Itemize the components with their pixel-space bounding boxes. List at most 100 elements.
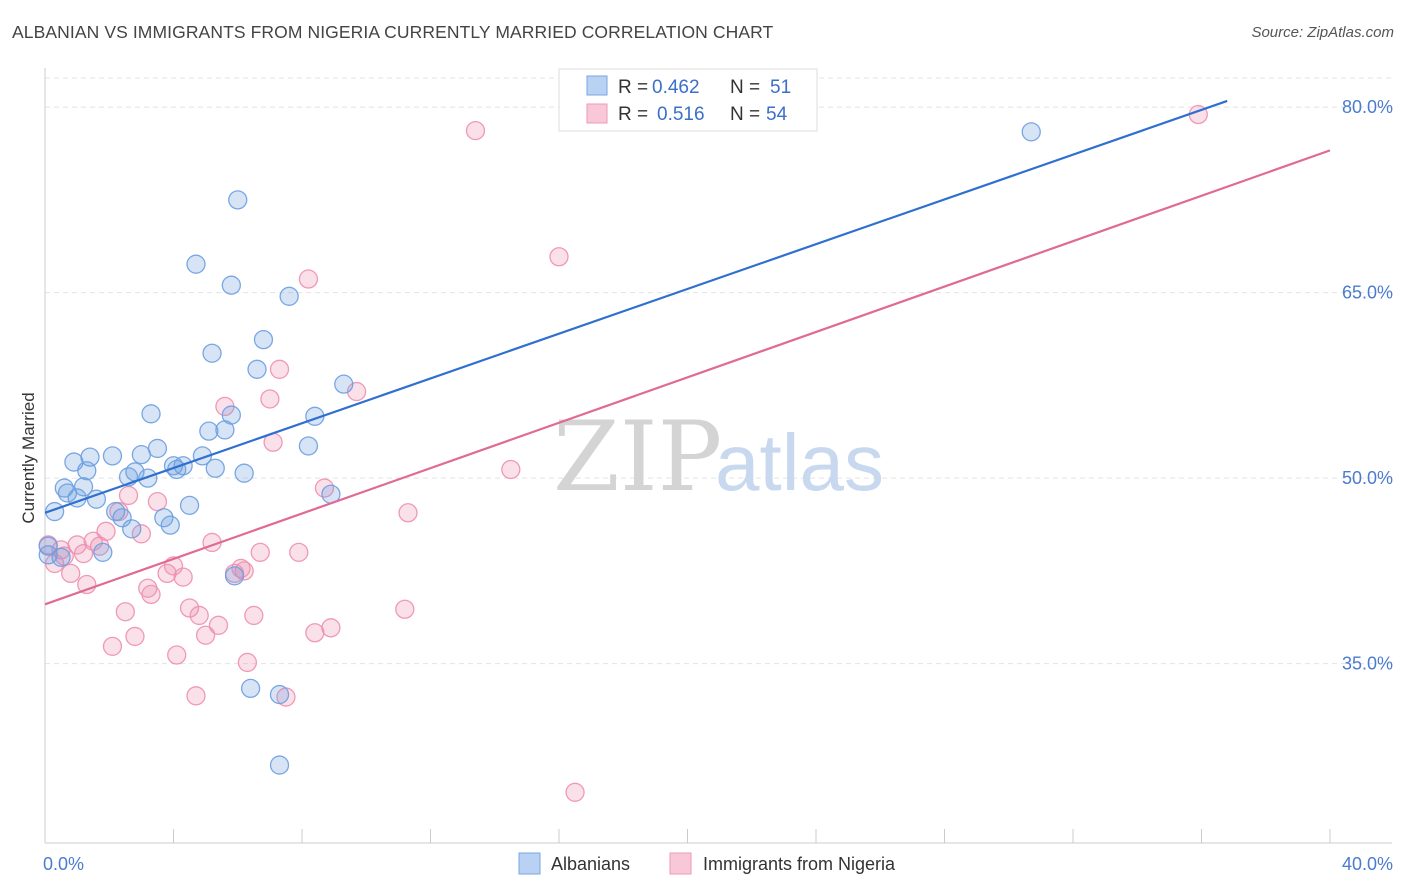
albanian-point-32 (205, 458, 225, 478)
albanian-point-36 (224, 566, 245, 586)
nigeria-point-36 (250, 542, 270, 563)
albanian-point-41 (269, 684, 290, 705)
albanian-point-16 (122, 519, 142, 539)
bottom-swatch-nigeria (669, 852, 692, 875)
albanian-point-18 (131, 444, 152, 465)
nigeria-point-19 (147, 491, 168, 512)
bottom-swatch-albanians (518, 852, 541, 875)
nigeria-point-18 (141, 584, 161, 605)
albanian-point-38 (240, 678, 261, 699)
albanian-point-30 (199, 421, 219, 441)
nigeria-point-51 (549, 247, 569, 267)
y-axis-label: Currently Married (19, 392, 38, 523)
y-tick-label-0: 35.0% (1342, 654, 1393, 674)
y-tick-labels: 35.0% 50.0% 65.0% 80.0% (1342, 97, 1393, 674)
nigeria-point-14 (118, 485, 139, 506)
axes (44, 68, 1392, 844)
nigeria-point-42 (298, 269, 319, 289)
nigeria-point-22 (167, 645, 187, 665)
legend-n-label-1: N = (730, 77, 760, 98)
albanian-point-37 (228, 190, 248, 210)
nigeria-point-16 (131, 524, 152, 544)
albanian-point-48 (1021, 122, 1041, 142)
bottom-legend-nigeria: Immigrants from Nigeria (703, 854, 896, 874)
albanian-point-12 (102, 446, 123, 466)
nigeria-point-25 (186, 686, 206, 706)
nigeria-point-33 (234, 561, 254, 581)
albanian-point-44 (298, 436, 319, 456)
x-tick-label-0: 0.0% (43, 854, 84, 874)
nigeria-point-47 (395, 599, 415, 619)
albanian-point-11 (93, 542, 113, 563)
bottom-legend-albanians: Albanians (551, 854, 630, 874)
nigeria-point-20 (157, 563, 177, 584)
albanian-point-31 (202, 343, 222, 363)
nigeria-point-49 (465, 120, 486, 141)
nigeria-point-48 (398, 503, 418, 523)
albanian-point-43 (279, 286, 299, 306)
nigeria-point-10 (96, 521, 116, 541)
nigeria-point-37 (260, 389, 280, 409)
nigeria-point-45 (321, 618, 341, 638)
albanian-point-2 (51, 547, 71, 567)
chart-title: ALBANIAN VS IMMIGRANTS FROM NIGERIA CURR… (12, 22, 774, 42)
albanian-point-50 (234, 463, 254, 483)
nigeria-point-27 (195, 625, 216, 645)
albanian-point-21 (147, 438, 168, 459)
nigeria-point-43 (305, 623, 325, 643)
nigeria-point-35 (244, 605, 264, 626)
nigeria-point-11 (102, 636, 123, 656)
albanian-point-47 (334, 374, 354, 394)
source-label: Source: ZipAtlas.com (1251, 24, 1394, 41)
albanian-point-9 (80, 447, 100, 467)
albanian-point-7 (73, 477, 94, 497)
nigeria-point-41 (289, 542, 309, 563)
nigeria-point-39 (269, 359, 290, 379)
albanian-point-19 (138, 468, 158, 488)
watermark-atlas: atlas (715, 418, 884, 507)
watermark-zip: ZIP (553, 401, 722, 513)
trend-lines (44, 99, 1331, 606)
albanian-point-40 (253, 329, 274, 350)
albanian-point-28 (186, 254, 206, 274)
watermark: ZIP atlas (553, 401, 884, 513)
legend-r-label-2: R = (618, 104, 648, 125)
albanian-point-23 (160, 515, 180, 535)
albanian-point-20 (141, 404, 161, 424)
albanian-point-10 (86, 489, 107, 509)
x-tick-label-1: 40.0% (1342, 854, 1393, 874)
albanian-point-39 (247, 359, 267, 379)
nigeria-trend-line (44, 149, 1331, 606)
legend-swatch-nigeria (586, 103, 608, 124)
nigeria-point-15 (125, 626, 145, 647)
legend-n-value-2: 54 (766, 104, 788, 125)
legend-r-value-2: 0.516 (657, 104, 705, 125)
legend-swatch-albanians (586, 75, 608, 96)
series-legend: Albanians Immigrants from Nigeria (518, 852, 896, 875)
x-tick-labels: 0.0% 40.0% (43, 854, 1393, 874)
albanian-point-27 (179, 495, 200, 516)
nigeria-point-32 (231, 558, 251, 579)
nigeria-point-23 (173, 567, 193, 587)
nigeria-point-29 (208, 615, 229, 635)
albanian-trend-line (44, 99, 1228, 514)
nigeria-point-52 (565, 782, 585, 802)
legend-n-value-1: 51 (770, 77, 791, 98)
albanian-point-49 (38, 536, 58, 556)
legend-r-value-1: 0.462 (652, 77, 700, 98)
albanian-points (38, 122, 1041, 775)
legend-r-label-1: R = (618, 77, 648, 98)
legend-n-label-2: N = (730, 104, 760, 125)
y-tick-label-1: 50.0% (1342, 468, 1393, 488)
albanian-point-22 (154, 508, 174, 528)
albanian-point-35 (221, 275, 241, 295)
nigeria-point-4 (61, 563, 81, 584)
y-tick-label-3: 80.0% (1342, 97, 1393, 117)
nigeria-point-13 (115, 602, 135, 622)
nigeria-point-50 (501, 459, 521, 480)
y-tick-label-2: 65.0% (1342, 283, 1393, 303)
nigeria-point-24 (179, 598, 200, 618)
correlation-legend: R = 0.462 N = 51 R = 0.516 N = 54 (558, 68, 818, 132)
albanian-point-34 (221, 405, 241, 425)
